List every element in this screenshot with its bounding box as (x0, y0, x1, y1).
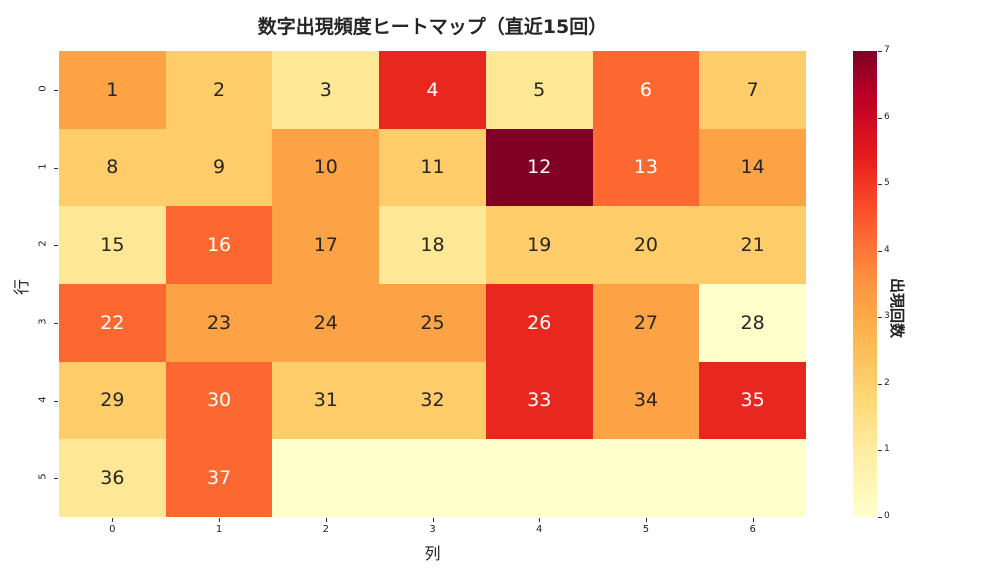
heatmap-cell (272, 439, 380, 517)
colorbar-tick-label: 1 (884, 444, 890, 455)
heatmap-cell: 14 (699, 128, 806, 207)
heatmap-cell: 27 (592, 283, 700, 362)
x-tick-mark (219, 518, 221, 522)
y-tick-label: 4 (37, 395, 49, 403)
heatmap-cell: 35 (699, 361, 806, 440)
heatmap-cell: 13 (592, 128, 700, 207)
colorbar-tick-mark (878, 184, 882, 186)
y-tick-mark (54, 478, 58, 480)
heatmap-cell: 30 (165, 361, 273, 440)
heatmap-cell: 25 (379, 283, 486, 362)
heatmap-cell: 26 (485, 283, 593, 362)
x-tick-label: 2 (322, 524, 329, 535)
y-tick-mark (54, 245, 58, 247)
y-tick-mark (54, 400, 58, 402)
y-tick-label: 5 (37, 473, 49, 480)
heatmap-cell: 15 (59, 206, 166, 284)
x-tick-label: 4 (536, 524, 543, 535)
colorbar-tick-label: 7 (884, 45, 890, 55)
heatmap-cell: 10 (272, 128, 380, 207)
y-tick-mark (54, 322, 58, 324)
colorbar-tick-label: 4 (884, 244, 890, 255)
heatmap-cell: 24 (272, 283, 380, 362)
x-tick-mark (752, 518, 754, 522)
heatmap-cell: 29 (59, 361, 166, 440)
heatmap-cell: 7 (699, 51, 806, 129)
x-tick-mark (432, 518, 434, 522)
x-tick-label: 1 (215, 524, 223, 535)
colorbar-label: 出現回数 (888, 278, 906, 339)
heatmap-cell: 5 (485, 51, 593, 129)
heatmap-cell: 3 (272, 51, 380, 129)
colorbar-tick-mark (878, 117, 882, 119)
x-tick-mark (325, 518, 327, 522)
colorbar-tick-mark (878, 450, 882, 452)
heatmap-cell: 32 (379, 361, 486, 440)
y-tick-label: 1 (37, 162, 49, 170)
colorbar-tick-mark (878, 250, 882, 252)
x-tick-mark (112, 518, 114, 522)
x-tick-label: 0 (109, 524, 116, 535)
x-tick-label: 3 (429, 524, 436, 535)
heatmap-cell: 37 (165, 439, 273, 517)
heatmap-cell: 12 (485, 128, 593, 207)
colorbar-tick-mark (878, 51, 882, 52)
y-tick-mark (54, 167, 58, 169)
colorbar-tick-label: 3 (884, 311, 890, 322)
heatmap-cell: 23 (165, 283, 273, 362)
colorbar-tick-mark (878, 517, 882, 518)
heatmap-cell: 8 (59, 128, 166, 207)
colorbar-tick-mark (878, 317, 882, 319)
y-tick-label: 3 (37, 318, 49, 325)
heatmap-cell: 33 (485, 361, 593, 440)
colorbar-tick-label: 0 (884, 511, 890, 521)
heatmap-cell: 16 (165, 206, 273, 284)
heatmap-cell: 1 (59, 51, 166, 129)
heatmap-cell (379, 439, 486, 517)
colorbar-tick-mark (878, 383, 882, 385)
heatmap-cell: 31 (272, 361, 380, 440)
heatmap-cell: 17 (272, 206, 380, 284)
heatmap-cell: 6 (592, 51, 700, 129)
colorbar (853, 51, 877, 517)
heatmap-cell: 11 (379, 128, 486, 207)
y-axis-label: 行 (12, 278, 32, 296)
heatmap-cell (699, 439, 806, 517)
y-tick-label: 0 (37, 85, 49, 92)
heatmap-cell: 19 (485, 206, 593, 284)
colorbar-tick-label: 6 (884, 111, 890, 122)
y-tick-label: 2 (37, 240, 49, 247)
colorbar-tick-label: 5 (884, 178, 890, 189)
heatmap-cell: 4 (379, 51, 486, 129)
heatmap-cell: 2 (165, 51, 273, 129)
heatmap-cell: 36 (59, 439, 166, 517)
heatmap-cell: 20 (592, 206, 700, 284)
heatmap-grid: 1 2 3 4 5 6 7 8 9 10 11 12 13 14 15 16 17 18 19 20 21 22 23 24 2… (59, 51, 806, 517)
x-tick-label: 6 (749, 524, 756, 535)
heatmap-cell: 22 (59, 283, 166, 362)
heatmap-cell (592, 439, 700, 517)
colorbar-tick-label: 2 (884, 377, 890, 388)
x-axis-label: 列 (424, 544, 441, 563)
heatmap-cell: 34 (592, 361, 700, 440)
y-tick-mark (54, 89, 58, 91)
heatmap-cell: 18 (379, 206, 486, 284)
heatmap-cell: 9 (165, 128, 273, 207)
chart-title: 数字出現頻度ヒートマップ（直近15回） (257, 16, 608, 38)
x-tick-mark (539, 518, 541, 522)
x-tick-mark (645, 518, 647, 522)
heatmap-cell: 28 (699, 283, 806, 362)
heatmap-cell: 21 (699, 206, 806, 284)
heatmap-cell (485, 439, 593, 517)
x-tick-label: 5 (642, 524, 650, 535)
